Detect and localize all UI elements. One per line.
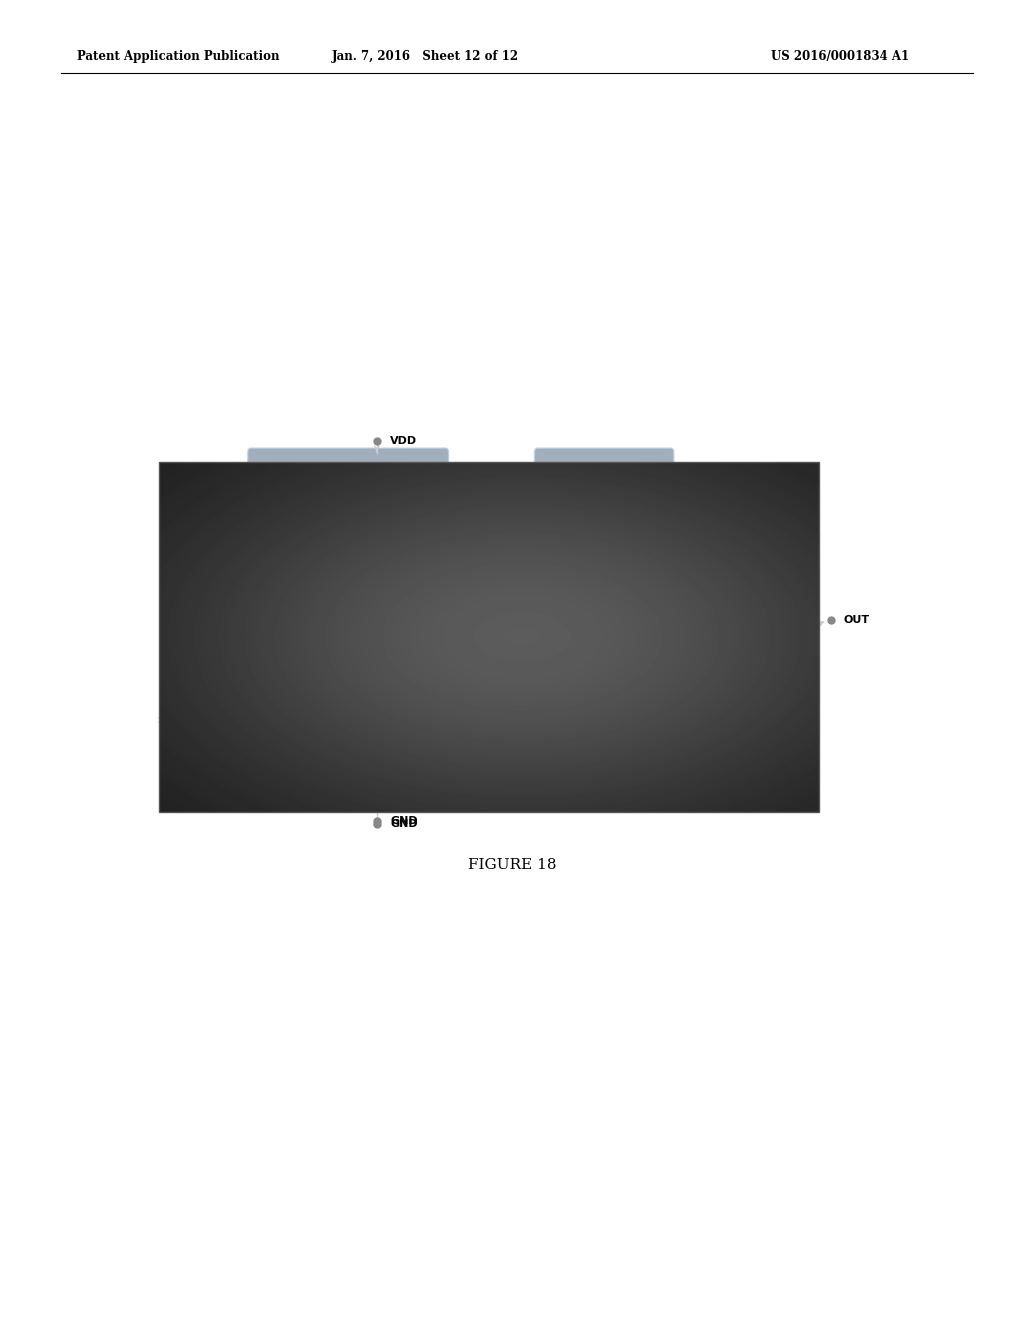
Text: Temperature
Compensation: Temperature Compensation bbox=[266, 574, 340, 593]
Text: BOP / BRP
Reference: BOP / BRP Reference bbox=[397, 574, 449, 593]
Text: FIGURE 18: FIGURE 18 bbox=[468, 858, 556, 871]
FancyBboxPatch shape bbox=[535, 447, 674, 528]
FancyBboxPatch shape bbox=[595, 626, 724, 700]
FancyBboxPatch shape bbox=[162, 605, 260, 710]
FancyBboxPatch shape bbox=[575, 705, 705, 784]
FancyBboxPatch shape bbox=[292, 626, 406, 700]
Text: Patent Application Publication: Patent Application Publication bbox=[77, 50, 280, 63]
Text: GND: GND bbox=[390, 818, 418, 829]
FancyBboxPatch shape bbox=[239, 546, 368, 620]
Text: Jan. 7, 2016   Sheet 12 of 12: Jan. 7, 2016 Sheet 12 of 12 bbox=[332, 50, 518, 63]
FancyBboxPatch shape bbox=[369, 546, 477, 620]
Text: UnderVoltage
Lockout: UnderVoltage Lockout bbox=[569, 479, 639, 498]
Text: Current
Limit &
Auto-Shutoff: Current Limit & Auto-Shutoff bbox=[611, 730, 669, 759]
Text: VDD: VDD bbox=[390, 436, 417, 446]
Text: Control
EEPROM: Control EEPROM bbox=[480, 735, 523, 754]
Text: OUT: OUT bbox=[844, 615, 870, 626]
Text: Switched
Hall
Plate: Switched Hall Plate bbox=[190, 643, 231, 672]
Text: Thermal
Protection: Thermal Protection bbox=[547, 574, 600, 593]
Text: US 2016/0001834 A1: US 2016/0001834 A1 bbox=[771, 50, 908, 63]
FancyBboxPatch shape bbox=[512, 546, 635, 620]
Text: GND: GND bbox=[390, 816, 418, 826]
Text: Voltage Regulator
with Reverse Polarity Protection: Voltage Regulator with Reverse Polarity … bbox=[265, 479, 431, 498]
Polygon shape bbox=[479, 628, 541, 697]
Text: Open-Drain
Output: Open-Drain Output bbox=[631, 653, 688, 672]
Text: CDS
Amplifier: CDS Amplifier bbox=[325, 653, 372, 672]
FancyBboxPatch shape bbox=[248, 447, 449, 528]
FancyBboxPatch shape bbox=[444, 708, 559, 781]
